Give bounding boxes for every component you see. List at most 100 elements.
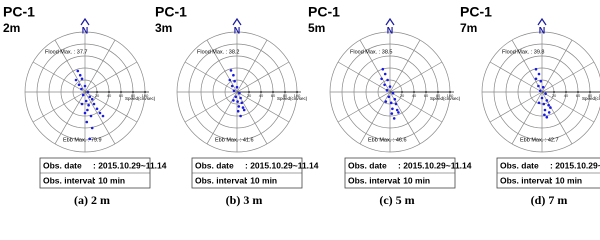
spoke <box>389 91 443 123</box>
info-value: : 10 min <box>550 175 582 185</box>
point <box>241 106 245 109</box>
point <box>381 67 385 71</box>
r-tick-label: 60 <box>119 93 124 98</box>
point <box>549 106 552 109</box>
north-arrow <box>385 17 395 26</box>
chart-subtitle: 7m <box>460 21 477 35</box>
spoke <box>32 91 86 123</box>
point <box>74 78 78 82</box>
point <box>384 100 388 103</box>
speed-label: Speed(cm/sec) <box>430 96 461 101</box>
spoke <box>236 39 268 93</box>
info-value: : 2015.10.29~11.14 <box>245 160 319 170</box>
spoke <box>489 61 543 93</box>
point <box>545 115 549 119</box>
point <box>389 101 393 105</box>
point <box>388 85 392 88</box>
point <box>238 91 241 95</box>
point <box>391 91 395 95</box>
spoke <box>84 61 138 93</box>
point <box>380 77 383 81</box>
caption: (a) 2 m <box>74 193 110 207</box>
info-value: : 2015.10.29~11.14 <box>93 160 167 170</box>
caption: (b) 3 m <box>226 193 263 207</box>
point <box>394 102 398 106</box>
point <box>92 102 96 106</box>
r-tick-label: 100 <box>447 93 454 98</box>
r-tick-label: 60 <box>424 93 429 98</box>
chart-title: PC-1 <box>308 4 340 20</box>
info-value: : 10 min <box>245 175 277 185</box>
info-key: Obs. date <box>195 160 234 170</box>
info-key: Obs. interval <box>195 175 247 185</box>
flood-max: Flood Max. : 38.5 <box>350 49 393 55</box>
point <box>537 72 541 76</box>
spoke <box>236 91 290 123</box>
r-tick-label: 20 <box>552 93 557 98</box>
r-tick-label: 100 <box>294 93 301 98</box>
point <box>77 83 81 87</box>
point <box>540 96 544 100</box>
r-tick-label: 40 <box>107 93 112 98</box>
point <box>537 84 540 88</box>
spoke <box>489 91 543 123</box>
point <box>237 105 241 108</box>
point <box>391 107 394 111</box>
point <box>80 87 83 91</box>
point <box>101 114 105 118</box>
spoke <box>541 61 595 93</box>
point <box>386 78 389 82</box>
chart-title: PC-1 <box>460 4 492 20</box>
spoke <box>54 39 86 93</box>
r-tick-label: 80 <box>588 93 593 98</box>
point <box>383 83 386 87</box>
point <box>539 79 543 83</box>
info-key: Obs. interval <box>348 175 400 185</box>
caption: (c) 5 m <box>379 193 414 207</box>
point <box>542 102 546 106</box>
r-tick-label: 80 <box>283 93 288 98</box>
flood-max: Flood Max. : 37.7 <box>45 49 88 55</box>
point <box>229 69 233 72</box>
point <box>89 114 93 118</box>
spoke <box>541 91 595 123</box>
chart-subtitle: 2m <box>3 21 20 35</box>
point <box>240 101 244 105</box>
point <box>83 111 87 115</box>
spoke <box>184 61 238 93</box>
point <box>239 96 242 100</box>
point <box>234 95 238 99</box>
point <box>387 95 391 99</box>
point <box>242 108 246 112</box>
speed-label: Speed(cm/sec) <box>277 96 308 101</box>
caption: (d) 7 m <box>531 193 568 207</box>
info-key: Obs. interval <box>500 175 552 185</box>
r-tick-label: 20 <box>400 93 405 98</box>
point <box>537 101 541 105</box>
spoke <box>236 91 268 145</box>
point <box>76 69 80 73</box>
point <box>230 84 234 88</box>
point <box>385 88 389 92</box>
r-tick-label: 100 <box>599 93 600 98</box>
point <box>390 112 394 115</box>
r-tick-label: 100 <box>142 93 149 98</box>
info-value: : 2015.10.29~11.14 <box>550 160 600 170</box>
r-tick-label: 40 <box>412 93 417 98</box>
info-key: Obs. date <box>348 160 387 170</box>
spoke <box>184 91 238 123</box>
info-value: : 10 min <box>93 175 125 185</box>
point <box>80 77 84 81</box>
ebb-max: Ebb Max. : 42.7 <box>520 137 559 143</box>
north-arrow <box>80 17 90 26</box>
spoke <box>389 61 443 93</box>
spoke <box>206 91 238 145</box>
north-label: N <box>234 25 241 35</box>
north-label: N <box>539 25 546 35</box>
spoke <box>84 91 116 145</box>
spoke <box>359 39 391 93</box>
info-value: : 10 min <box>398 175 430 185</box>
spoke <box>511 91 543 145</box>
point <box>235 85 239 89</box>
point <box>392 117 396 120</box>
